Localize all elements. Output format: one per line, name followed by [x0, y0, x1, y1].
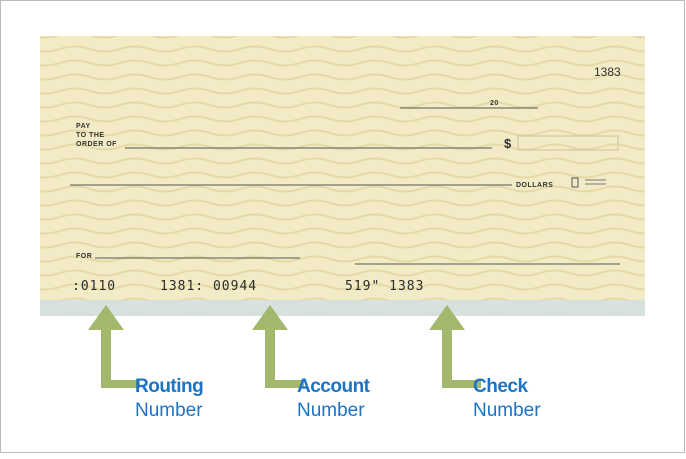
currency: $	[504, 136, 512, 151]
dollars: DOLLARS	[516, 182, 553, 189]
label-title: Routing	[135, 376, 203, 397]
micr-account: 1381: 00944	[160, 279, 257, 294]
pay-line: TO THE	[76, 132, 105, 139]
micr-check: 519" 1383	[345, 279, 424, 294]
label-subtitle: Number	[135, 400, 203, 421]
date-label: 20	[490, 100, 499, 107]
check-number: 1383	[594, 65, 621, 79]
micr-routing: :0110	[72, 279, 116, 294]
label-subtitle: Number	[297, 400, 365, 421]
memo: FOR	[76, 253, 92, 260]
page: 1383 20 PAY TO THE ORDER OF $ DOLLARS FO…	[0, 0, 686, 454]
check-pattern	[40, 36, 645, 316]
pay-line: ORDER OF	[76, 141, 117, 148]
pay-line: PAY	[76, 123, 91, 130]
label-subtitle: Number	[473, 400, 541, 421]
label-title: Check	[473, 376, 528, 397]
label-title: Account	[297, 376, 371, 397]
check-edge	[40, 300, 645, 316]
